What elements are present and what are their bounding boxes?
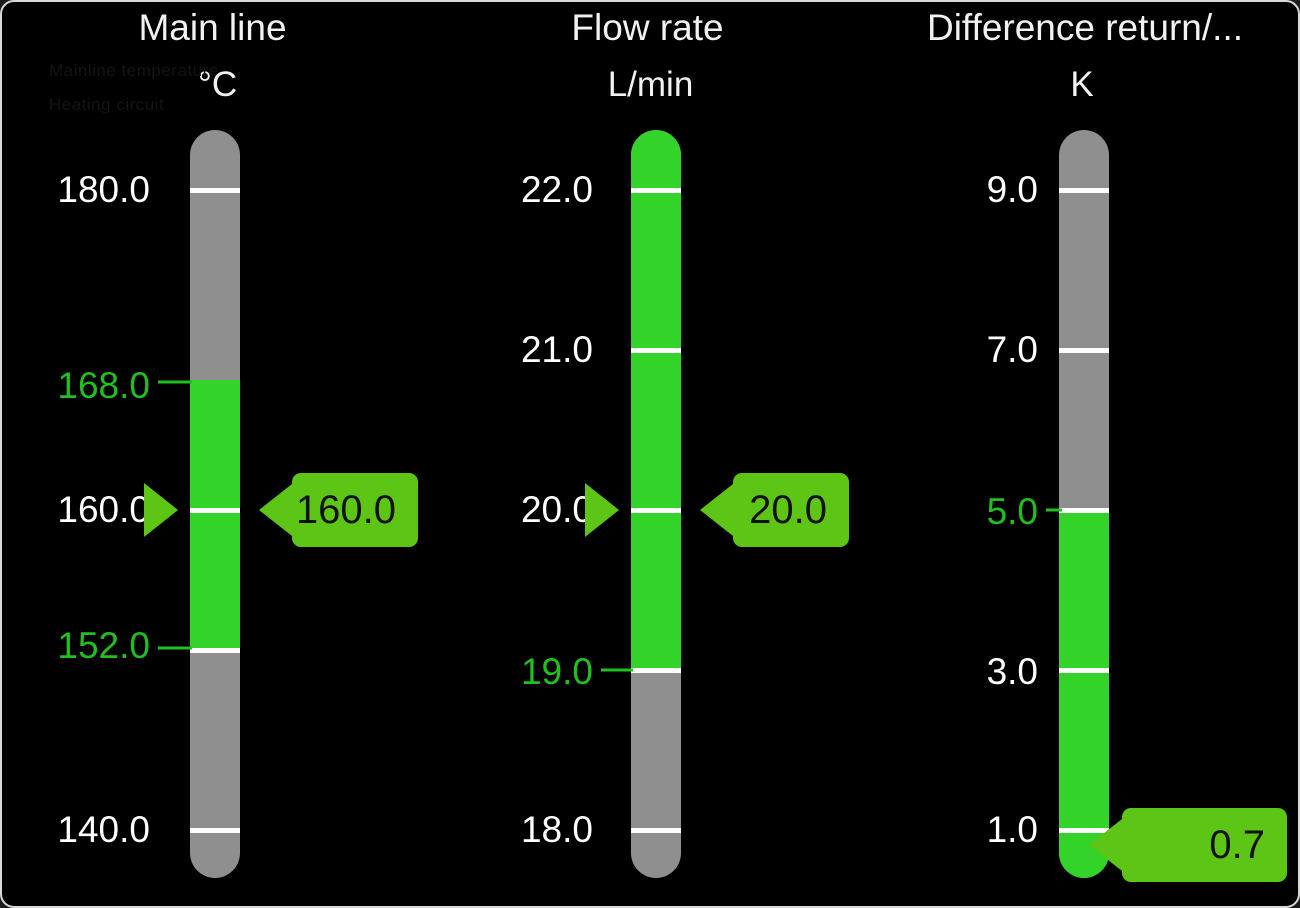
scale-label-9: 9.0 [986, 169, 1038, 210]
scale-label-7: 7.0 [986, 329, 1038, 370]
gauge-unit: L/min [607, 65, 694, 104]
bar-tick-1 [1059, 828, 1109, 833]
value-badge[interactable]: 20.0 [700, 473, 849, 547]
bar-tick-18 [631, 828, 681, 833]
bar-tick-152 [190, 648, 240, 653]
value-badge-text: 160.0 [295, 488, 396, 532]
gauge-bar-fill [190, 380, 240, 650]
limit-line-19 [601, 668, 633, 672]
ghost-note-line-1: Mainline temperature [49, 61, 219, 80]
bar-tick-180 [190, 188, 240, 193]
gauge-bar-fill [1059, 512, 1109, 878]
value-badge[interactable]: 0.7 [1089, 808, 1287, 882]
gauge-bar[interactable] [1059, 130, 1109, 878]
bar-tick-22 [631, 188, 681, 193]
bar-tick-21 [631, 348, 681, 353]
gauge-main-line[interactable]: Main line °C Mainline temperature Heatin… [2, 2, 435, 906]
value-badge-text: 20.0 [749, 488, 827, 532]
gauge-difference-return[interactable]: Difference return/... K 9.0 7.0 5.0 3.0 … [868, 2, 1298, 906]
scale-label-140: 140.0 [57, 809, 150, 850]
scale-label-18: 18.0 [520, 809, 593, 850]
bar-tick-20 [631, 508, 681, 513]
gauge-unit: °C [197, 65, 238, 104]
setpoint-pointer-icon [144, 483, 178, 537]
scale-label-168: 168.0 [57, 365, 150, 406]
setpoint-pointer-icon [585, 483, 619, 537]
gauge-title: Flow rate [571, 7, 724, 48]
bar-tick-140 [190, 828, 240, 833]
bar-tick-19 [631, 668, 681, 673]
bar-tick-3 [1059, 668, 1109, 673]
limit-line-5 [1046, 508, 1062, 512]
badge-notch-icon [1089, 819, 1122, 871]
gauge-bar[interactable] [631, 130, 681, 878]
scale-label-22: 22.0 [520, 169, 593, 210]
scale-label-20: 20.0 [520, 489, 593, 530]
scale-label-1: 1.0 [986, 809, 1038, 850]
bar-tick-5 [1059, 508, 1109, 513]
ghost-note-line-2: Heating circuit [49, 95, 165, 114]
scale-label-152: 152.0 [57, 625, 150, 666]
scale-label-160: 160.0 [57, 489, 150, 530]
gauge-flow-rate[interactable]: Flow rate L/min 22.0 21.0 20.0 19.0 18.0… [435, 2, 868, 906]
gauge-title: Main line [138, 7, 287, 48]
gauge-bar[interactable] [190, 130, 240, 878]
value-badge[interactable]: 160.0 [259, 473, 418, 547]
limit-line-168 [158, 380, 192, 384]
scale-label-21: 21.0 [520, 329, 593, 370]
badge-notch-icon [259, 484, 292, 536]
scale-label-5: 5.0 [986, 491, 1038, 532]
scale-label-3: 3.0 [986, 651, 1038, 692]
bar-tick-7 [1059, 348, 1109, 353]
gauge-unit: K [1070, 65, 1094, 104]
badge-notch-icon [700, 484, 733, 536]
bar-tick-9 [1059, 188, 1109, 193]
value-badge-text: 0.7 [1209, 823, 1265, 867]
limit-line-152 [158, 646, 192, 650]
scale-label-180: 180.0 [57, 169, 150, 210]
scale-label-19: 19.0 [520, 651, 593, 692]
gauge-title: Difference return/... [926, 7, 1244, 48]
gauge-bar-fill [631, 130, 681, 672]
bar-tick-160 [190, 508, 240, 513]
